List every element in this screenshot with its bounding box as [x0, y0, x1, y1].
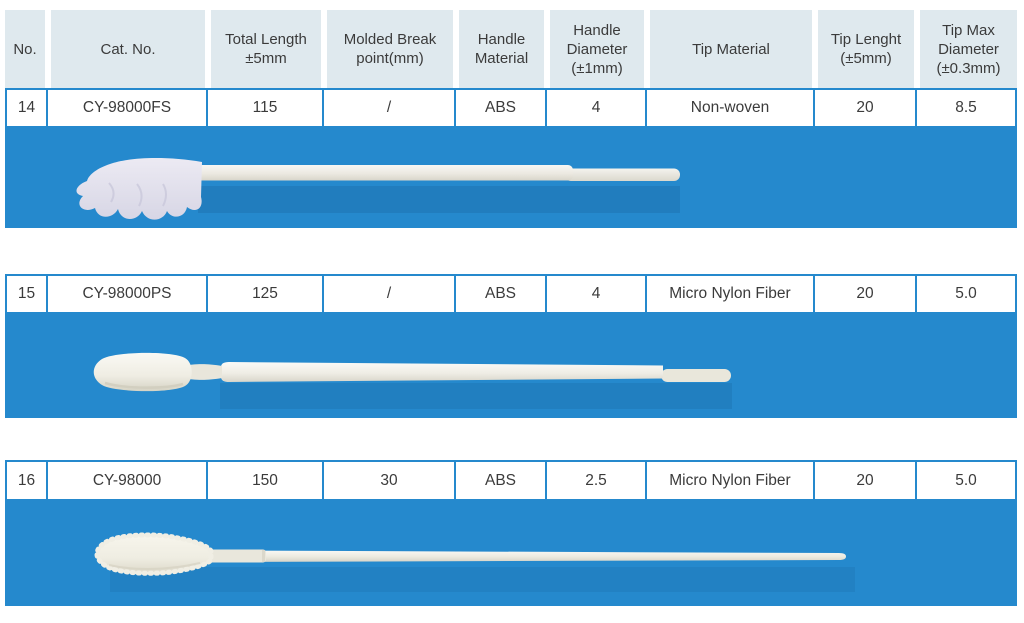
swab-breakpoint-joint	[262, 550, 265, 562]
cell-handle-material: ABS	[456, 276, 547, 312]
swab-shadow	[198, 186, 680, 213]
table-row-product-15: 15 CY-98000PS 125 / ABS 4 Micro Nylon Fi…	[5, 274, 1017, 314]
cell-no: 16	[7, 462, 48, 499]
header-cell-molded-break-point: Molded Break point(mm)	[327, 10, 453, 88]
cell-no: 15	[7, 276, 48, 312]
product-photo-banner-15	[5, 314, 1017, 418]
cell-tip-length: 20	[815, 462, 917, 499]
header-cell-tip-max-diameter: Tip Max Diameter (±0.3mm)	[920, 10, 1017, 88]
swab-shadow	[220, 383, 732, 409]
header-cell-tip-material: Tip Material	[650, 10, 812, 88]
product-photo-banner-16	[5, 501, 1017, 606]
header-cell-no: No.	[5, 10, 45, 88]
swab-end-nub	[661, 369, 731, 382]
swab-handle	[221, 362, 663, 382]
table-row-product-16: 16 CY-98000 150 30 ABS 2.5 Micro Nylon F…	[5, 460, 1017, 501]
cell-molded-break-point: /	[324, 276, 456, 312]
header-cell-tip-length: Tip Lenght (±5mm)	[818, 10, 914, 88]
swab-tip-shading	[104, 381, 184, 389]
cell-handle-diameter: 4	[547, 276, 647, 312]
swab-thin-rod	[565, 168, 680, 181]
cell-handle-diameter: 4	[547, 90, 647, 126]
cell-total-length: 125	[208, 276, 324, 312]
non-woven-tip-swab-photo	[76, 158, 680, 220]
cell-tip-length: 20	[815, 90, 917, 126]
cell-cat-no: CY-98000	[48, 462, 208, 499]
header-cell-cat-no: Cat. No.	[51, 10, 205, 88]
swab-flocked-tip	[94, 532, 214, 576]
cell-handle-material: ABS	[456, 90, 547, 126]
header-cell-total-length: Total Length ±5mm	[211, 10, 321, 88]
flocked-tip-swab-photo	[94, 532, 855, 592]
cell-tip-max-diameter: 5.0	[917, 276, 1015, 312]
table-row-product-14: 14 CY-98000FS 115 / ABS 4 Non-woven 20 8…	[5, 88, 1017, 128]
swab-foam-tip	[93, 352, 192, 392]
header-cell-handle-diameter: Handle Diameter (±1mm)	[550, 10, 644, 88]
table-header-row: No. Cat. No. Total Length ±5mm Molded Br…	[5, 10, 1017, 88]
foam-tip-swab-photo	[93, 352, 732, 409]
cell-total-length: 115	[208, 90, 324, 126]
cell-cat-no: CY-98000FS	[48, 90, 208, 126]
cell-tip-length: 20	[815, 276, 917, 312]
product-photo-banner-14	[5, 128, 1017, 228]
cell-cat-no: CY-98000PS	[48, 276, 208, 312]
cell-total-length: 150	[208, 462, 324, 499]
cell-tip-material: Micro Nylon Fiber	[647, 462, 815, 499]
cell-tip-material: Non-woven	[647, 90, 815, 126]
cell-tip-max-diameter: 8.5	[917, 90, 1015, 126]
cell-no: 14	[7, 90, 48, 126]
cell-molded-break-point: 30	[324, 462, 456, 499]
swab-tip-fold-lines	[108, 182, 167, 207]
swab-tip-shading	[108, 562, 201, 570]
cell-tip-material: Micro Nylon Fiber	[647, 276, 815, 312]
cell-tip-max-diameter: 5.0	[917, 462, 1015, 499]
swab-shaft	[210, 550, 846, 562]
header-cell-handle-material: Handle Material	[459, 10, 544, 88]
cell-handle-diameter: 2.5	[547, 462, 647, 499]
cell-handle-material: ABS	[456, 462, 547, 499]
swab-shaft-collar	[208, 549, 266, 563]
swab-shadow	[110, 567, 855, 592]
swab-handle	[111, 165, 573, 181]
cell-molded-break-point: /	[324, 90, 456, 126]
